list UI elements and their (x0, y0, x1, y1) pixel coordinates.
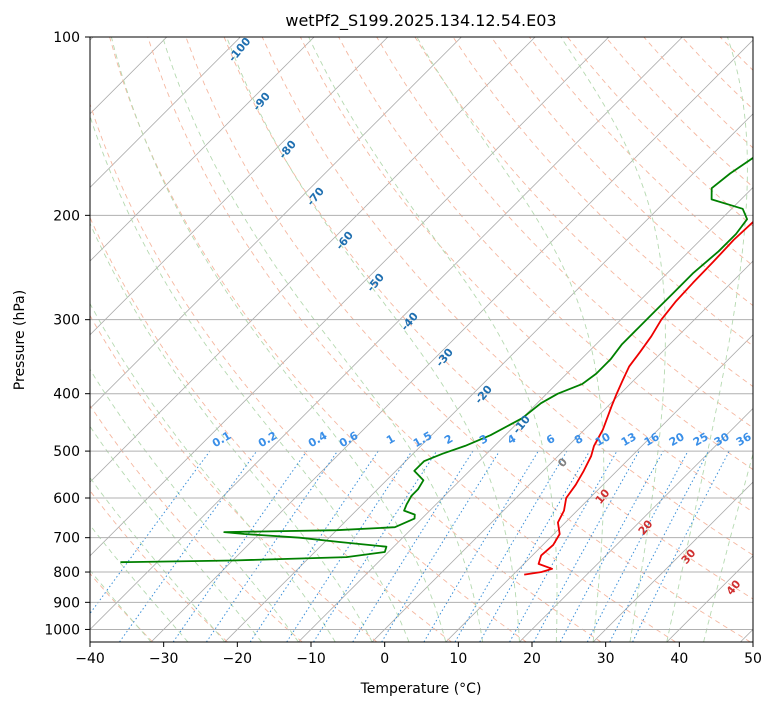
y-tick-label: 200 (53, 208, 80, 224)
dry-adiabat-line (758, 37, 775, 642)
isotherm-line (90, 37, 315, 262)
mixing-ratio-line (632, 450, 730, 642)
dry-adiabat-line (376, 37, 753, 429)
moist-adiabat-line (560, 37, 666, 642)
moist-adiabat-line (110, 37, 447, 642)
y-tick-label: 300 (53, 313, 80, 329)
x-tick-label: 50 (744, 651, 762, 667)
plot-area (90, 37, 753, 642)
profile-series (120, 156, 753, 576)
temperature-line (524, 220, 753, 576)
moist-adiabat-line (308, 37, 558, 642)
x-axis: −40 −30 −20 −10 0 10 20 30 40 50 (75, 642, 762, 667)
moist-adiabat-line (90, 368, 299, 642)
y-tick-label: 700 (53, 531, 80, 547)
isotherm-line (298, 186, 753, 642)
moist-adiabat-line (162, 37, 484, 642)
mixing-ratio-line (509, 450, 618, 642)
isotherm-line (150, 39, 753, 642)
x-tick-label: 10 (449, 651, 467, 667)
dry-adiabat-line (490, 37, 753, 307)
mixing-ratio-line (533, 450, 640, 642)
isotherm-line (519, 407, 753, 642)
chart-title: wetPf2_S199.2025.134.12.54.E03 (285, 11, 556, 31)
isotherm-line (90, 37, 610, 557)
y-tick-label: 400 (53, 387, 80, 403)
moist-adiabat-line (90, 476, 226, 642)
mixing-ratio-line (381, 450, 500, 642)
moist-adiabat-line (416, 37, 605, 642)
dry-adiabat-line (452, 37, 753, 347)
x-tick-label: 40 (670, 651, 688, 667)
isotherm-line (445, 334, 753, 642)
moist-adiabat-line (226, 37, 520, 642)
mixing-ratio-line (90, 450, 211, 615)
mixing-ratio-line (352, 450, 474, 642)
x-tick-label: 30 (597, 651, 615, 667)
dry-adiabat-line (223, 37, 753, 600)
background-lines (90, 37, 775, 642)
dry-adiabat-line (299, 37, 753, 513)
dewpoint-line (120, 156, 753, 564)
y-tick-label: 800 (53, 565, 80, 581)
y-axis: 100 200 300 400 500 600 700 800 900 1000 (44, 30, 90, 638)
y-tick-label: 100 (53, 30, 80, 46)
dry-adiabat-line (185, 37, 751, 642)
isotherm-line (90, 37, 462, 409)
moist-adiabat-line (90, 425, 262, 642)
y-tick-label: 900 (53, 595, 80, 611)
dry-adiabat-line (90, 572, 154, 642)
moist-adiabat-line (90, 114, 410, 642)
isotherm-line (90, 37, 241, 188)
y-axis-label: Pressure (hPa) (12, 290, 28, 390)
dry-adiabat-line (90, 404, 303, 642)
x-tick-label: 0 (380, 651, 389, 667)
y-tick-label: 1000 (44, 622, 80, 638)
y-tick-label: 600 (53, 491, 80, 507)
dry-adiabat-line (338, 37, 753, 471)
mixing-ratio-line (286, 450, 413, 642)
isotherm-line (90, 37, 536, 483)
x-tick-label: 20 (523, 651, 541, 667)
isotherm-line (592, 481, 753, 642)
dry-adiabat-line (90, 102, 527, 642)
plot-frame (89, 36, 754, 643)
mixing-ratio-line (119, 450, 258, 642)
mixing-ratio-line (249, 450, 379, 642)
dry-adiabat-line (90, 216, 452, 642)
mixing-ratio-line (313, 450, 438, 642)
y-tick-label: 500 (53, 444, 80, 460)
moist-adiabat-line (90, 302, 336, 642)
isotherm-line (90, 37, 389, 336)
pressure-gridlines (90, 37, 753, 630)
dry-adiabat-line (90, 314, 378, 642)
mixing-ratio-line (205, 450, 338, 642)
moist-adiabat-line (90, 222, 373, 642)
mixing-ratio-line (559, 450, 664, 642)
mixing-ratio-line (172, 450, 308, 642)
x-tick-label: −20 (223, 651, 253, 667)
x-tick-label: −30 (149, 651, 179, 667)
x-tick-label: −10 (296, 651, 326, 667)
mixing-ratio-label: 36 (734, 430, 754, 449)
dry-adiabat-line (147, 37, 676, 642)
x-axis-label: Temperature (°C) (360, 681, 482, 697)
x-tick-label: −40 (75, 651, 105, 667)
isotherm-line (371, 260, 753, 642)
dry-adiabat-line (109, 37, 602, 642)
